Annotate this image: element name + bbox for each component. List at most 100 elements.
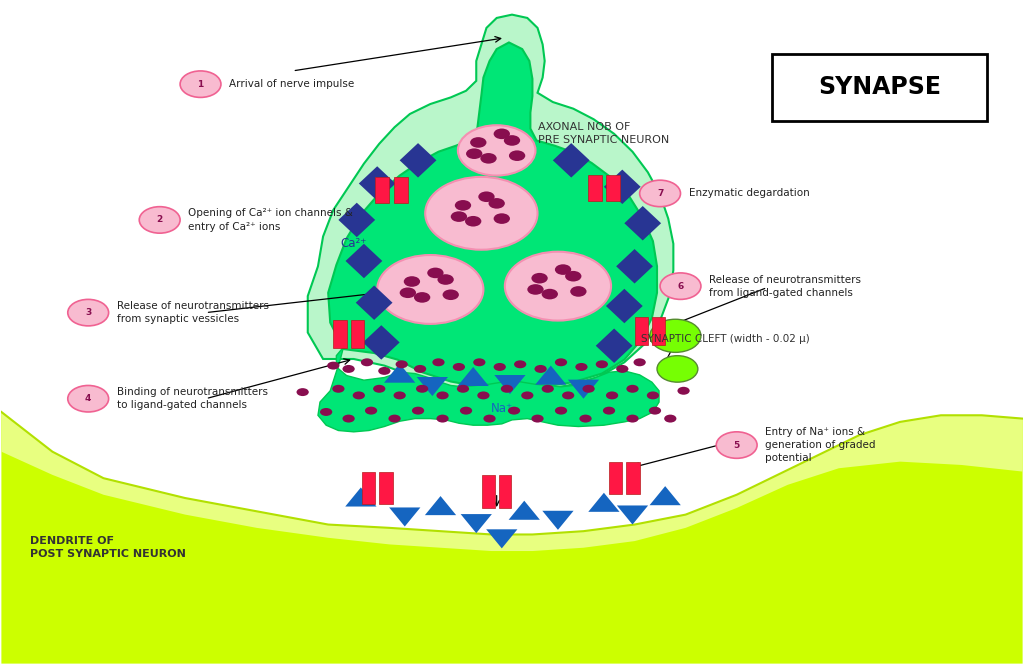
Circle shape xyxy=(508,407,520,414)
Polygon shape xyxy=(384,364,416,382)
Text: 7: 7 xyxy=(656,189,664,198)
Circle shape xyxy=(647,392,659,400)
Circle shape xyxy=(425,177,538,250)
Circle shape xyxy=(466,148,482,159)
Circle shape xyxy=(399,287,416,298)
Bar xyxy=(375,177,389,203)
Circle shape xyxy=(616,365,629,373)
Polygon shape xyxy=(625,206,662,241)
Circle shape xyxy=(565,271,582,281)
Text: AXONAL NOB OF
PRE SYNAPTIC NEURON: AXONAL NOB OF PRE SYNAPTIC NEURON xyxy=(538,122,669,146)
Text: Arrival of nerve impulse: Arrival of nerve impulse xyxy=(229,79,354,89)
Text: 3: 3 xyxy=(85,308,91,317)
Text: 1: 1 xyxy=(198,80,204,88)
Circle shape xyxy=(606,392,618,400)
Polygon shape xyxy=(543,511,573,530)
Circle shape xyxy=(378,367,390,375)
Bar xyxy=(588,175,602,201)
Circle shape xyxy=(494,213,510,224)
Text: SYNAPSE: SYNAPSE xyxy=(818,76,941,100)
Circle shape xyxy=(665,414,677,422)
Text: Entry of Na⁺ ions &
generation of graded
potential: Entry of Na⁺ ions & generation of graded… xyxy=(765,427,876,464)
Circle shape xyxy=(457,385,469,393)
Circle shape xyxy=(393,392,406,400)
Circle shape xyxy=(332,385,344,393)
Circle shape xyxy=(377,255,483,324)
Circle shape xyxy=(521,392,534,400)
Circle shape xyxy=(360,358,373,366)
Text: Opening of Ca²⁺ ion channels &
entry of Ca²⁺ ions: Opening of Ca²⁺ ion channels & entry of … xyxy=(188,208,353,231)
Polygon shape xyxy=(616,249,653,283)
Circle shape xyxy=(504,135,520,146)
Polygon shape xyxy=(495,375,525,394)
Circle shape xyxy=(505,252,611,321)
Text: DENDRITE OF
POST SYNAPTIC NEURON: DENDRITE OF POST SYNAPTIC NEURON xyxy=(30,536,186,559)
Circle shape xyxy=(455,200,471,211)
Circle shape xyxy=(583,385,595,393)
Circle shape xyxy=(342,414,354,422)
Circle shape xyxy=(650,319,700,352)
Polygon shape xyxy=(596,329,633,363)
Circle shape xyxy=(473,358,485,366)
Circle shape xyxy=(596,360,608,368)
Circle shape xyxy=(716,432,757,458)
Bar xyxy=(350,320,364,348)
Text: Release of neurotransmitters
from synaptic vessicles: Release of neurotransmitters from synapt… xyxy=(117,301,268,325)
Circle shape xyxy=(494,363,506,371)
Circle shape xyxy=(395,360,408,368)
Polygon shape xyxy=(649,486,681,505)
Circle shape xyxy=(442,289,459,300)
Circle shape xyxy=(535,365,547,373)
Bar xyxy=(609,462,623,494)
Circle shape xyxy=(460,407,472,414)
Circle shape xyxy=(660,273,700,299)
Polygon shape xyxy=(616,505,648,525)
Circle shape xyxy=(68,299,109,326)
Polygon shape xyxy=(606,289,643,323)
Circle shape xyxy=(570,286,587,297)
Circle shape xyxy=(627,414,639,422)
Circle shape xyxy=(542,289,558,299)
Polygon shape xyxy=(568,380,599,399)
Text: Enzymatic degardation: Enzymatic degardation xyxy=(689,188,809,198)
Circle shape xyxy=(414,365,426,373)
Circle shape xyxy=(555,407,567,414)
Circle shape xyxy=(427,267,443,278)
Polygon shape xyxy=(1,412,1023,551)
Circle shape xyxy=(531,414,544,422)
Circle shape xyxy=(480,153,497,164)
Circle shape xyxy=(403,276,420,287)
Polygon shape xyxy=(318,347,659,432)
Circle shape xyxy=(501,385,513,393)
Bar xyxy=(772,55,987,120)
Circle shape xyxy=(477,392,489,400)
Bar xyxy=(333,320,346,348)
Circle shape xyxy=(297,388,309,396)
Text: Ca²⁺: Ca²⁺ xyxy=(341,237,367,249)
Circle shape xyxy=(514,360,526,368)
Circle shape xyxy=(555,264,571,275)
Text: SYNAPTIC CLEFT (width - 0.02 μ): SYNAPTIC CLEFT (width - 0.02 μ) xyxy=(641,334,809,344)
Circle shape xyxy=(640,180,681,207)
Circle shape xyxy=(327,362,339,370)
Circle shape xyxy=(414,292,430,303)
Circle shape xyxy=(634,358,646,366)
Circle shape xyxy=(416,385,428,393)
Circle shape xyxy=(527,284,544,295)
Circle shape xyxy=(657,365,670,373)
Polygon shape xyxy=(362,325,399,360)
Bar xyxy=(393,177,408,203)
Circle shape xyxy=(580,414,592,422)
Circle shape xyxy=(453,363,465,371)
Circle shape xyxy=(483,414,496,422)
Circle shape xyxy=(436,414,449,422)
Bar xyxy=(482,475,495,508)
Circle shape xyxy=(678,387,690,395)
Circle shape xyxy=(562,392,574,400)
Polygon shape xyxy=(486,529,517,549)
Circle shape xyxy=(436,392,449,400)
Polygon shape xyxy=(509,501,540,520)
Circle shape xyxy=(180,71,221,97)
Bar xyxy=(606,175,621,201)
Text: Na⁺: Na⁺ xyxy=(490,402,513,415)
